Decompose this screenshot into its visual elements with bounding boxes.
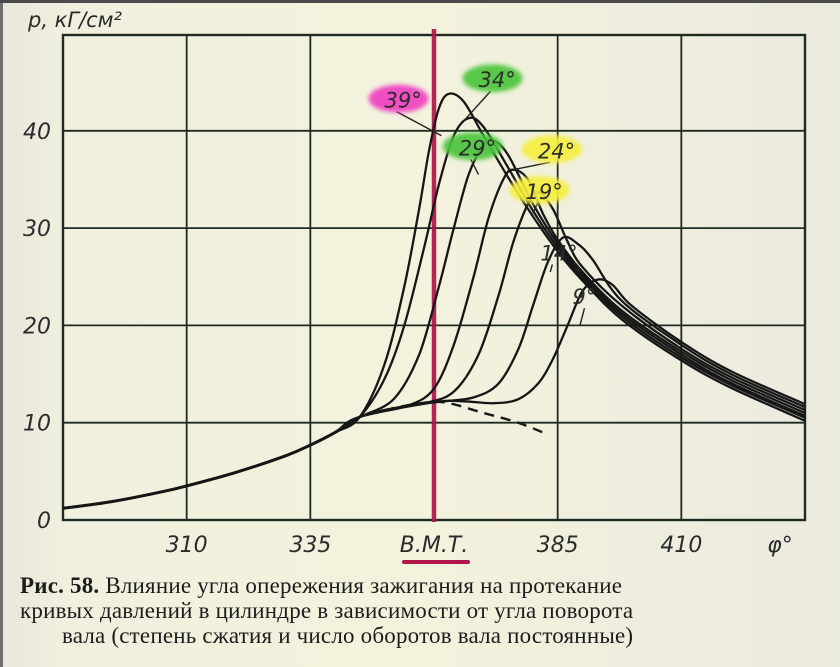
pressure-chart: 39° 34° 29° 24° 19° 14° 9° 0 10 20 30 40 310 335 В.М.… (23, 8, 807, 564)
x-tick-label: 410 (660, 533, 702, 558)
angle-label-text: 39° (385, 89, 422, 113)
advance-angle-labels: 39° 34° 29° 24° 19° 14° 9° (368, 64, 597, 326)
x-tick-label: 385 (537, 533, 579, 558)
angle-label-24deg: 24° (513, 135, 582, 171)
angle-label-9deg: 9° (573, 285, 597, 326)
angle-label-14deg: 14° (540, 241, 578, 273)
y-axis-label: p, кГ/см² (27, 8, 123, 32)
angle-label-text: 19° (526, 180, 563, 204)
highlighter-mark (368, 84, 429, 113)
figure-caption: Рис. 58. Влияние угла опережения зажиган… (20, 573, 820, 648)
page-edge-top (0, 0, 840, 3)
highlighter-mark (509, 176, 570, 205)
motoring-curve-dashed (384, 400, 549, 436)
figure-number: Рис. 58. (20, 573, 100, 598)
caption-line-1: Рис. 58. Влияние угла опережения зажиган… (20, 573, 820, 598)
angle-label-text: 34° (479, 68, 516, 92)
angle-label-text: 29° (459, 136, 496, 160)
leader-line (396, 111, 442, 137)
axis-labels: 0 10 20 30 40 310 335 В.М.Т. 385 410 φ° p, кГ/см² (23, 8, 793, 564)
leader-line (513, 161, 551, 171)
y-tick-label: 20 (23, 314, 51, 339)
highlighter-mark (442, 132, 503, 161)
leader-line (532, 202, 539, 214)
y-tick-label: 10 (23, 412, 51, 437)
caption-line-3: вала (степень сжатия и число оборотов ва… (62, 623, 634, 648)
leader-line (463, 90, 492, 122)
angle-label-text: 24° (538, 139, 575, 163)
highlighter-mark (462, 64, 523, 93)
y-tick-label: 30 (23, 217, 51, 242)
y-tick-label: 0 (37, 509, 51, 534)
x-tick-label: 335 (289, 533, 331, 558)
highlighter-mark (521, 135, 582, 164)
angle-label-34deg: 34° (462, 64, 523, 122)
compression-curve (62, 415, 361, 510)
caption-line-2: кривых давлений в цилиндре в зависимости… (20, 598, 634, 623)
angle-label-text: 9° (573, 285, 597, 309)
x-axis-label: φ° (767, 533, 793, 558)
leader-line (579, 308, 586, 326)
angle-label-39deg: 39° (368, 84, 442, 137)
angle-label-29deg: 29° (442, 132, 503, 175)
angle-label-19deg: 19° (509, 176, 570, 214)
angle-label-text: 14° (540, 241, 577, 265)
x-tick-label: В.М.Т. (400, 533, 469, 558)
x-tick-label: 310 (166, 533, 208, 558)
caption-text-1: Влияние угла опережения зажигания на про… (105, 573, 623, 598)
page-edge (0, 0, 3, 667)
leader-line (549, 264, 554, 273)
y-tick-label: 40 (23, 120, 51, 145)
leader-line (470, 159, 480, 175)
pressure-curve-9deg (62, 278, 806, 510)
pressure-curves (62, 92, 806, 510)
